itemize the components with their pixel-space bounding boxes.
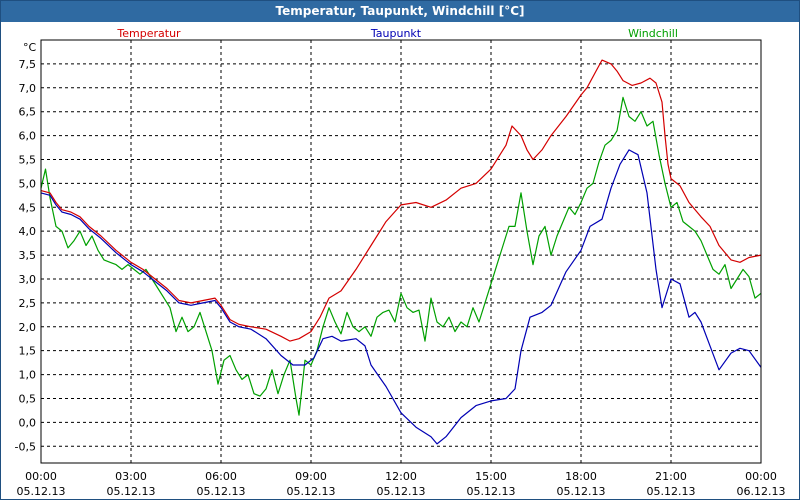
- y-tick-label: 3,5: [19, 249, 37, 262]
- y-tick-label: 5,5: [19, 153, 37, 166]
- x-tick-time: 18:00: [565, 470, 597, 483]
- y-tick-label: -0,5: [15, 440, 36, 453]
- y-tick-label: 5,0: [19, 177, 37, 190]
- y-tick-label: 0,0: [19, 416, 37, 429]
- x-tick-time: 00:00: [745, 470, 777, 483]
- x-tick-time: 03:00: [115, 470, 147, 483]
- x-tick-date: 06.12.13: [737, 485, 786, 498]
- window-title: Temperatur, Taupunkt, Windchill [°C]: [1, 1, 799, 22]
- x-tick-time: 06:00: [205, 470, 237, 483]
- y-tick-label: 1,5: [19, 345, 37, 358]
- x-tick-time: 12:00: [385, 470, 417, 483]
- series-lines: [40, 59, 762, 445]
- y-tick-label: 7,5: [19, 58, 37, 71]
- x-tick-date: 05.12.13: [287, 485, 336, 498]
- x-axis-ticks: 00:00 05.12.13 03:00 05.12.13 06:00 05.12.13 0…: [17, 470, 786, 498]
- legend-windchill: Windchill: [628, 27, 678, 40]
- x-tick-date: 05.12.13: [467, 485, 516, 498]
- x-tick-time: 15:00: [475, 470, 507, 483]
- y-tick-label: 6,5: [19, 106, 37, 119]
- plot-frame: [40, 39, 762, 464]
- x-tick-time: 21:00: [655, 470, 687, 483]
- series-line-taupunkt: [40, 149, 762, 445]
- y-tick-label: 1,0: [19, 369, 37, 382]
- y-tick-label: 4,5: [19, 201, 37, 214]
- y-unit-label: °C: [23, 41, 37, 54]
- legend-temperature: Temperatur: [116, 27, 181, 40]
- x-tick-time: 00:00: [25, 470, 57, 483]
- y-axis-ticks: 7,5 7,0 6,5 6,0 5,5 5,0 4,5 4,0 3,5 3,0 2,5 2,0 1,5 1…: [15, 58, 36, 453]
- x-tick-time: 09:00: [295, 470, 327, 483]
- legend-dewpoint: Taupunkt: [370, 27, 422, 40]
- series-line-temperatur: [40, 59, 762, 342]
- y-tick-label: 2,5: [19, 297, 37, 310]
- x-tick-date: 05.12.13: [197, 485, 246, 498]
- x-tick-date: 05.12.13: [377, 485, 426, 498]
- x-tick-date: 05.12.13: [107, 485, 156, 498]
- x-tick-date: 05.12.13: [557, 485, 606, 498]
- x-tick-date: 05.12.13: [647, 485, 696, 498]
- y-tick-label: 7,0: [19, 82, 37, 95]
- y-tick-label: 3,0: [19, 273, 37, 286]
- grid-lines: [41, 40, 761, 463]
- y-tick-label: 2,0: [19, 321, 37, 334]
- y-tick-label: 0,5: [19, 392, 37, 405]
- y-tick-label: 4,0: [19, 225, 37, 238]
- y-tick-label: 6,0: [19, 130, 37, 143]
- series-line-windchill: [40, 96, 762, 416]
- x-tick-date: 05.12.13: [17, 485, 66, 498]
